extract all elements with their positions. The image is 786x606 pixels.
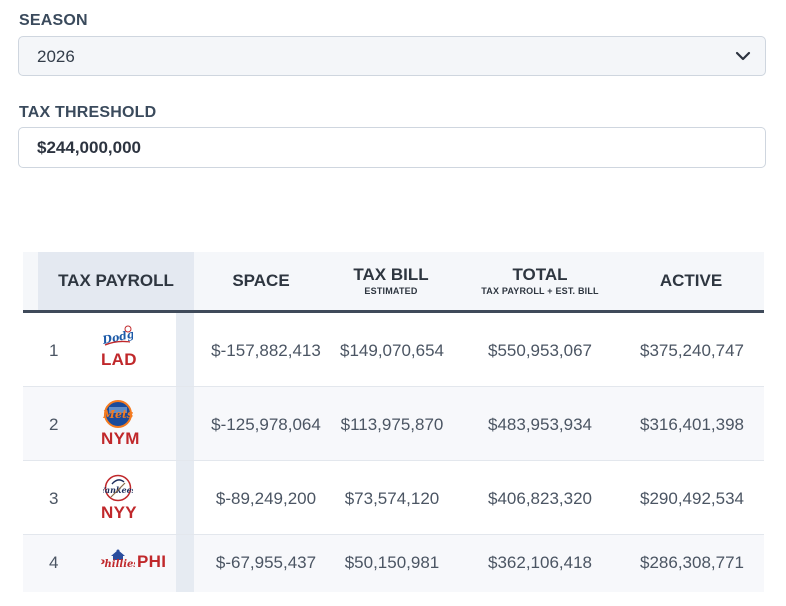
sorted-column-stripe [176,313,194,387]
tax-threshold-input[interactable]: $244,000,000 [18,127,766,168]
svg-text:Phillies: Phillies [101,559,135,570]
col-space-header[interactable]: SPACE [195,252,327,310]
phillies-logo-icon: Phillies [101,549,135,570]
table-row[interactable]: 3 Yankees NYY $-89,249,200 $73,574,120 $… [23,461,764,535]
col-total-header[interactable]: TOTAL TAX PAYROLL + EST. BILL [459,252,621,310]
active-cell: $286,308,771 [640,553,744,572]
col-total-sublabel: TAX PAYROLL + EST. BILL [481,286,599,296]
season-label: SEASON [19,12,88,29]
total-cell: $362,106,418 [488,553,592,572]
total-cell: $483,953,934 [488,415,592,434]
col-tax-bill-sublabel: ESTIMATED [364,286,418,296]
active-cell: $290,492,534 [640,489,744,508]
tax-bill-cell: $50,150,981 [344,553,440,572]
season-select[interactable]: 2026 [18,36,766,76]
col-active-header[interactable]: ACTIVE [621,252,761,310]
dodgers-logo-icon: Dodgers [101,324,133,348]
space-cell: $-89,249,200 [215,489,317,508]
sorted-column-stripe [176,461,194,535]
rank-cell: 1 [49,341,59,360]
row-divider [23,460,764,461]
payroll-table: TAX PAYROLL SPACE TAX BILL ESTIMATED TOT… [23,252,764,592]
col-tax-bill-header[interactable]: TAX BILL ESTIMATED [327,252,455,310]
total-cell: $406,823,320 [488,489,592,508]
active-cell: $316,401,398 [640,415,744,434]
tax-bill-cell: $149,070,654 [340,341,444,360]
team-abbr[interactable]: PHI [137,552,167,571]
col-space-label: SPACE [232,271,290,290]
table-row[interactable]: 4 Phillies PHI $-67,955,437 $50,150,981 … [23,535,764,592]
season-select-value: 2026 [37,47,75,66]
mets-logo-icon: Mets [103,400,133,428]
sorted-column-stripe [176,535,194,592]
table-row[interactable]: 2 Mets NYM $-125,978,064 $113,975,870 $4… [23,387,764,461]
rank-cell: 2 [49,415,59,434]
sorted-column-highlight [38,252,194,310]
tax-bill-cell: $113,975,870 [340,415,444,434]
tax-threshold-label: TAX THRESHOLD [19,104,157,121]
rank-cell: 4 [49,553,59,572]
header-divider [23,310,764,313]
row-divider [23,534,764,535]
svg-text:Mets: Mets [103,408,133,421]
col-tax-payroll-label: TAX PAYROLL [58,271,174,290]
active-cell: $375,240,747 [640,341,744,360]
col-total-label: TOTAL [512,265,568,284]
team-abbr[interactable]: LAD [101,350,137,369]
row-divider [23,386,764,387]
table-row[interactable]: 1 Dodgers LAD $-157,882,413 $149,070,654… [23,313,764,387]
tax-bill-cell: $73,574,120 [344,489,440,508]
space-cell: $-67,955,437 [215,553,317,572]
col-active-label: ACTIVE [659,271,723,290]
team-abbr[interactable]: NYM [101,429,140,448]
sorted-column-stripe [176,387,194,461]
col-tax-payroll-header[interactable]: TAX PAYROLL [38,252,194,310]
table-header: TAX PAYROLL SPACE TAX BILL ESTIMATED TOT… [23,252,764,310]
col-tax-bill-label: TAX BILL [353,265,429,284]
space-cell: $-157,882,413 [211,341,321,360]
total-cell: $550,953,067 [488,341,592,360]
tax-threshold-value: $244,000,000 [37,138,141,157]
yankees-logo-icon: Yankees [103,474,133,502]
team-abbr[interactable]: NYY [101,503,137,522]
space-cell: $-125,978,064 [211,415,321,434]
chevron-down-icon [735,51,751,61]
rank-cell: 3 [49,489,59,508]
